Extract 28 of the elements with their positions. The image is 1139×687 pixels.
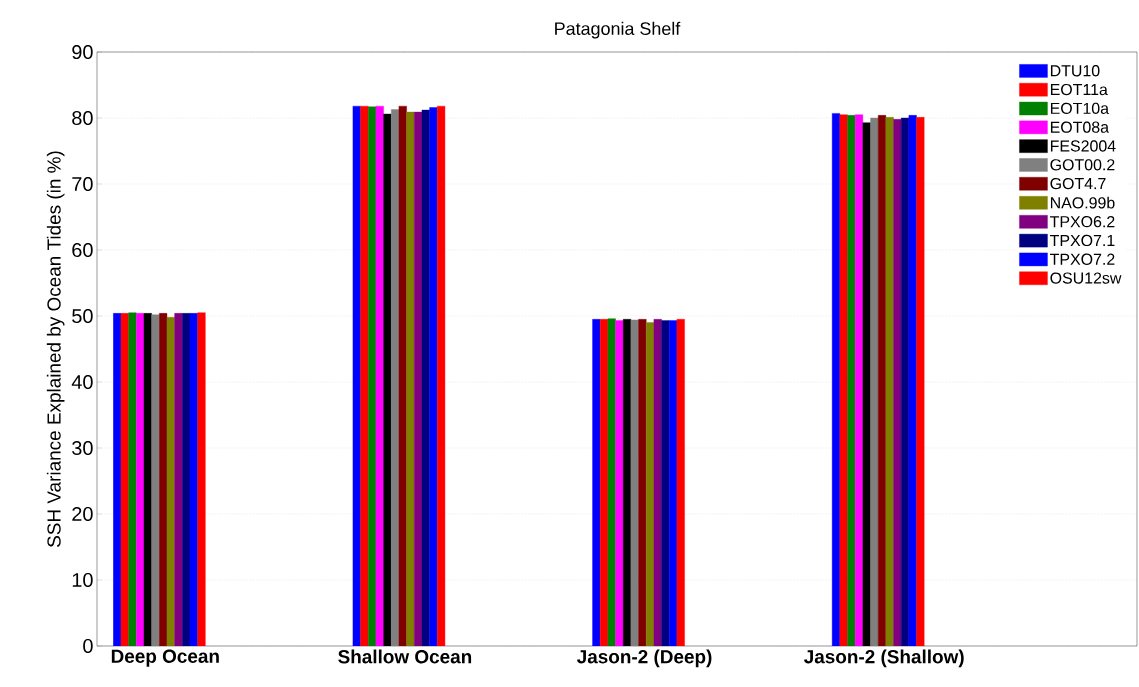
y-tick-label: 90 — [72, 44, 93, 60]
legend-label: GOT00.2 — [1050, 159, 1115, 171]
x-tick-label: Jason-2 (Deep) — [577, 649, 712, 668]
x-tick-label: Jason-2 (Shallow) — [804, 649, 964, 668]
legend-label: FES2004 — [1050, 140, 1116, 152]
y-tick-label: 10 — [72, 572, 93, 588]
legend-label: EOT10a — [1050, 102, 1110, 115]
legend-label: TPXO6.2 — [1050, 216, 1115, 228]
legend-label: OSU12sw — [1050, 272, 1122, 284]
y-tick-label: 20 — [72, 506, 93, 522]
legend-label: EOT08a — [1050, 121, 1110, 133]
y-tick-label: 0 — [83, 638, 93, 654]
chart-title: Patagonia Shelf — [555, 21, 681, 39]
legend-label: DTU10 — [1050, 65, 1100, 77]
legend-label: GOT4.7 — [1050, 177, 1106, 190]
y-tick-label: 30 — [72, 440, 93, 456]
legend-label: NAO.99b — [1050, 196, 1115, 209]
x-tick-label: Shallow Ocean — [338, 649, 472, 664]
y-tick-label: 50 — [72, 308, 93, 324]
y-axis-title: SSH Variance Explained by Ocean Tides (in %) — [46, 151, 65, 547]
y-tick-label: 40 — [71, 374, 93, 390]
x-tick-label: Deep Ocean — [111, 649, 219, 667]
y-tick-label: 70 — [72, 176, 93, 192]
y-tick-label: 60 — [72, 242, 93, 258]
legend-label: EOT11a — [1050, 83, 1108, 96]
legend-label: TPXO7.2 — [1050, 253, 1115, 265]
legend-label: TPXO7.1 — [1050, 234, 1115, 247]
y-tick-label: 80 — [72, 110, 93, 126]
